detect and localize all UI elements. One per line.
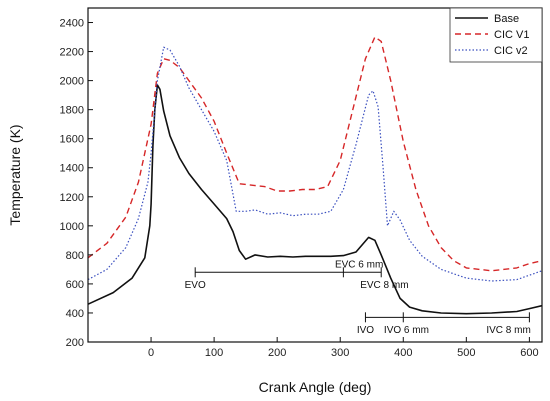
y-tick-label: 200 (66, 337, 84, 349)
series-line-cic-v1 (88, 36, 542, 272)
x-tick-label: 100 (205, 347, 223, 359)
legend-label: Base (494, 13, 519, 25)
y-tick-label: 2000 (60, 76, 84, 88)
y-tick-label: 1800 (60, 105, 84, 117)
x-axis-title: Crank Angle (deg) (259, 379, 372, 395)
timing-label: EVC 8 mm (360, 280, 408, 291)
timing-label: EVC 6 mm (335, 260, 383, 271)
legend: Base CIC V1 CIC v2 (449, 7, 543, 63)
timing-label: IVC 8 mm (486, 325, 530, 336)
timing-label: IVO (357, 325, 374, 336)
series-layer (88, 36, 542, 315)
legend-box (449, 7, 543, 63)
x-tick-label: 300 (331, 347, 349, 359)
timing-label: IVO 6 mm (384, 325, 429, 336)
y-tick-label: 1000 (60, 221, 84, 233)
x-tick-label: 200 (268, 347, 286, 359)
y-tick-label: 800 (66, 250, 84, 262)
x-tick-label: 400 (394, 347, 412, 359)
y-axis: 200 400 600 800 1000 1200 1400 1600 1800 2000 2200… (60, 18, 93, 349)
legend-label: CIC v2 (494, 45, 528, 57)
y-axis-title: Temperature (K) (7, 124, 23, 225)
y-tick-label: 1200 (60, 192, 84, 204)
y-tick-label: 400 (66, 308, 84, 320)
plot-area (87, 7, 543, 343)
y-tick-label: 1400 (60, 163, 84, 175)
y-tick-label: 2400 (60, 18, 84, 30)
series-line-cic-v2 (88, 46, 542, 282)
timing-label: EVO (185, 280, 206, 291)
y-tick-label: 600 (66, 279, 84, 291)
y-tick-label: 1600 (60, 134, 84, 146)
x-tick-label: 500 (457, 347, 475, 359)
legend-label: CIC V1 (494, 29, 529, 41)
annotations: EVO EVC 6 mm EVC 8 mm IVO IVO 6 mm IVC 8 mm (185, 260, 531, 336)
series-line-base (88, 84, 542, 315)
x-tick-label: 600 (520, 347, 538, 359)
y-tick-label: 2200 (60, 47, 84, 59)
x-axis: 0 100 200 300 400 500 600 (148, 337, 539, 359)
plot-frame (87, 7, 543, 343)
x-tick-label: 0 (148, 347, 154, 359)
